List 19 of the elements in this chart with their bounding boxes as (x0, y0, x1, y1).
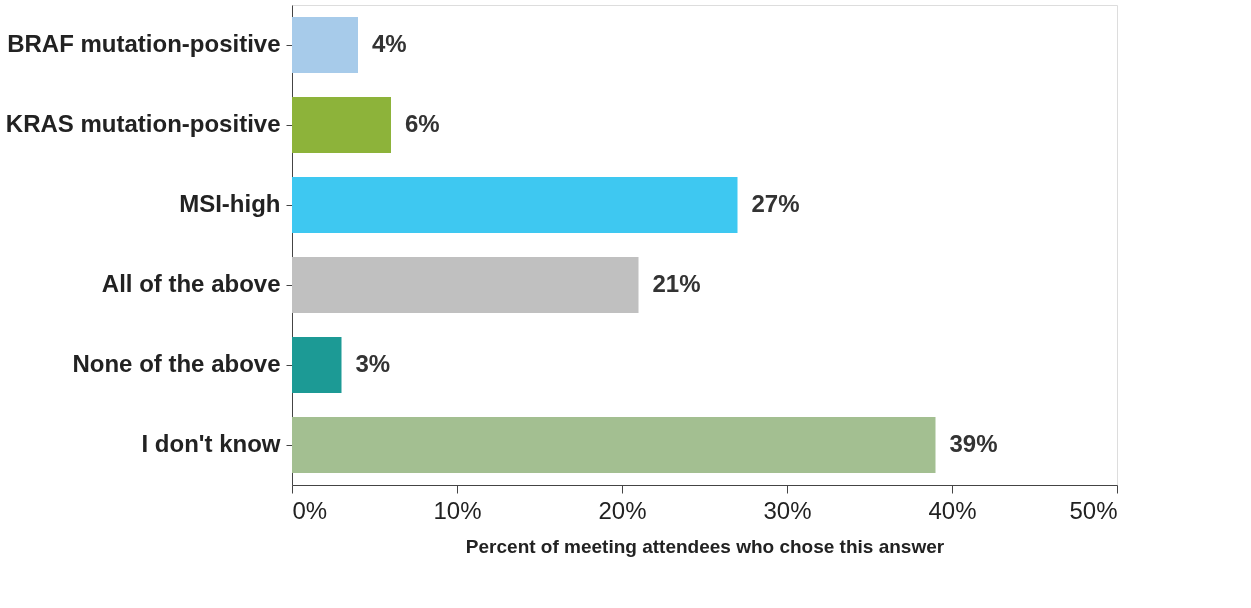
y-tick-label: BRAF mutation-positive (7, 30, 281, 57)
y-tick-label: KRAS mutation-positive (5, 110, 281, 137)
y-tick-label: MSI-high (179, 190, 281, 217)
x-tick-label: 50% (1069, 496, 1118, 524)
x-tick-label: 10% (433, 496, 482, 524)
data-label: 27% (751, 190, 800, 217)
y-tick-label: None of the above (72, 350, 281, 377)
x-axis-title: Percent of meeting attendees who chose this answer (465, 535, 945, 557)
x-tick-label: 20% (598, 496, 647, 524)
x-tick-label: 0% (292, 496, 328, 524)
data-label: 3% (355, 350, 391, 377)
data-label: 6% (405, 110, 440, 137)
y-tick-label: All of the above (101, 270, 281, 297)
x-tick-label: 30% (763, 496, 812, 524)
x-tick-label: 40% (928, 496, 977, 524)
data-label: 4% (372, 30, 407, 57)
y-tick-label: I don't know (141, 430, 281, 457)
data-label: 39% (949, 430, 998, 457)
data-label: 21% (652, 270, 701, 297)
